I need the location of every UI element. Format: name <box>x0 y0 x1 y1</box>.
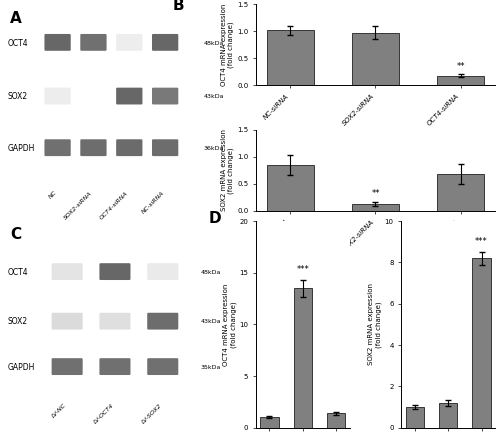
FancyBboxPatch shape <box>80 139 106 156</box>
FancyBboxPatch shape <box>44 88 70 105</box>
Bar <box>438 174 484 211</box>
Text: 36kDa: 36kDa <box>204 146 224 151</box>
FancyBboxPatch shape <box>147 313 178 330</box>
Text: NC: NC <box>48 190 58 200</box>
FancyBboxPatch shape <box>44 139 70 156</box>
Text: 43kDa: 43kDa <box>204 94 224 99</box>
Bar <box>267 30 314 85</box>
Text: GAPDH: GAPDH <box>8 363 35 372</box>
Text: 48kDa: 48kDa <box>204 41 224 45</box>
Bar <box>267 165 314 211</box>
Text: GAPDH: GAPDH <box>8 144 35 153</box>
FancyBboxPatch shape <box>116 139 142 156</box>
Text: 35kDa: 35kDa <box>201 365 222 370</box>
Text: 48kDa: 48kDa <box>201 270 222 275</box>
Y-axis label: SOX2 mRNA expression
(fold change): SOX2 mRNA expression (fold change) <box>368 283 382 365</box>
Bar <box>352 33 399 85</box>
Text: D: D <box>209 211 222 226</box>
Text: **: ** <box>371 189 380 198</box>
Text: A: A <box>10 10 22 25</box>
FancyBboxPatch shape <box>116 88 142 105</box>
FancyBboxPatch shape <box>52 358 82 375</box>
FancyBboxPatch shape <box>116 34 142 51</box>
Text: ***: *** <box>475 237 488 246</box>
Text: SOX2: SOX2 <box>8 92 28 101</box>
Text: C: C <box>10 227 21 242</box>
FancyBboxPatch shape <box>52 313 82 330</box>
Bar <box>472 258 490 428</box>
Text: LV-NC: LV-NC <box>51 403 67 419</box>
FancyBboxPatch shape <box>100 313 130 330</box>
FancyBboxPatch shape <box>147 263 178 280</box>
Text: LV-OCT4: LV-OCT4 <box>93 403 115 425</box>
FancyBboxPatch shape <box>80 34 106 51</box>
Text: SOX2: SOX2 <box>8 318 28 326</box>
FancyBboxPatch shape <box>44 34 70 51</box>
Bar <box>406 407 424 428</box>
FancyBboxPatch shape <box>100 263 130 280</box>
Text: 43kDa: 43kDa <box>201 319 222 324</box>
Text: SOX2-siRNA: SOX2-siRNA <box>64 190 94 220</box>
FancyBboxPatch shape <box>147 358 178 375</box>
Bar <box>294 288 312 428</box>
FancyBboxPatch shape <box>152 139 178 156</box>
Bar <box>327 413 345 428</box>
Bar <box>438 76 484 85</box>
Text: OCT4: OCT4 <box>8 38 28 48</box>
Bar <box>439 403 458 428</box>
Y-axis label: SOX2 mRNA expression
(fold change): SOX2 mRNA expression (fold change) <box>221 129 234 211</box>
FancyBboxPatch shape <box>152 88 178 105</box>
Text: OCT4-siRNA: OCT4-siRNA <box>99 190 130 220</box>
Y-axis label: OCT4 mRNA expression
(fold change): OCT4 mRNA expression (fold change) <box>221 3 234 86</box>
Bar <box>260 417 278 428</box>
Bar <box>352 204 399 211</box>
FancyBboxPatch shape <box>52 263 82 280</box>
Text: LV-SOX2: LV-SOX2 <box>141 403 163 425</box>
Y-axis label: OCT4 mRNA expression
(fold change): OCT4 mRNA expression (fold change) <box>223 283 236 365</box>
Text: ***: *** <box>296 265 309 274</box>
FancyBboxPatch shape <box>152 34 178 51</box>
Text: OCT4: OCT4 <box>8 268 28 277</box>
Text: B: B <box>172 0 184 13</box>
Text: NC-siRNA: NC-siRNA <box>141 190 165 215</box>
FancyBboxPatch shape <box>100 358 130 375</box>
Text: **: ** <box>456 62 465 71</box>
